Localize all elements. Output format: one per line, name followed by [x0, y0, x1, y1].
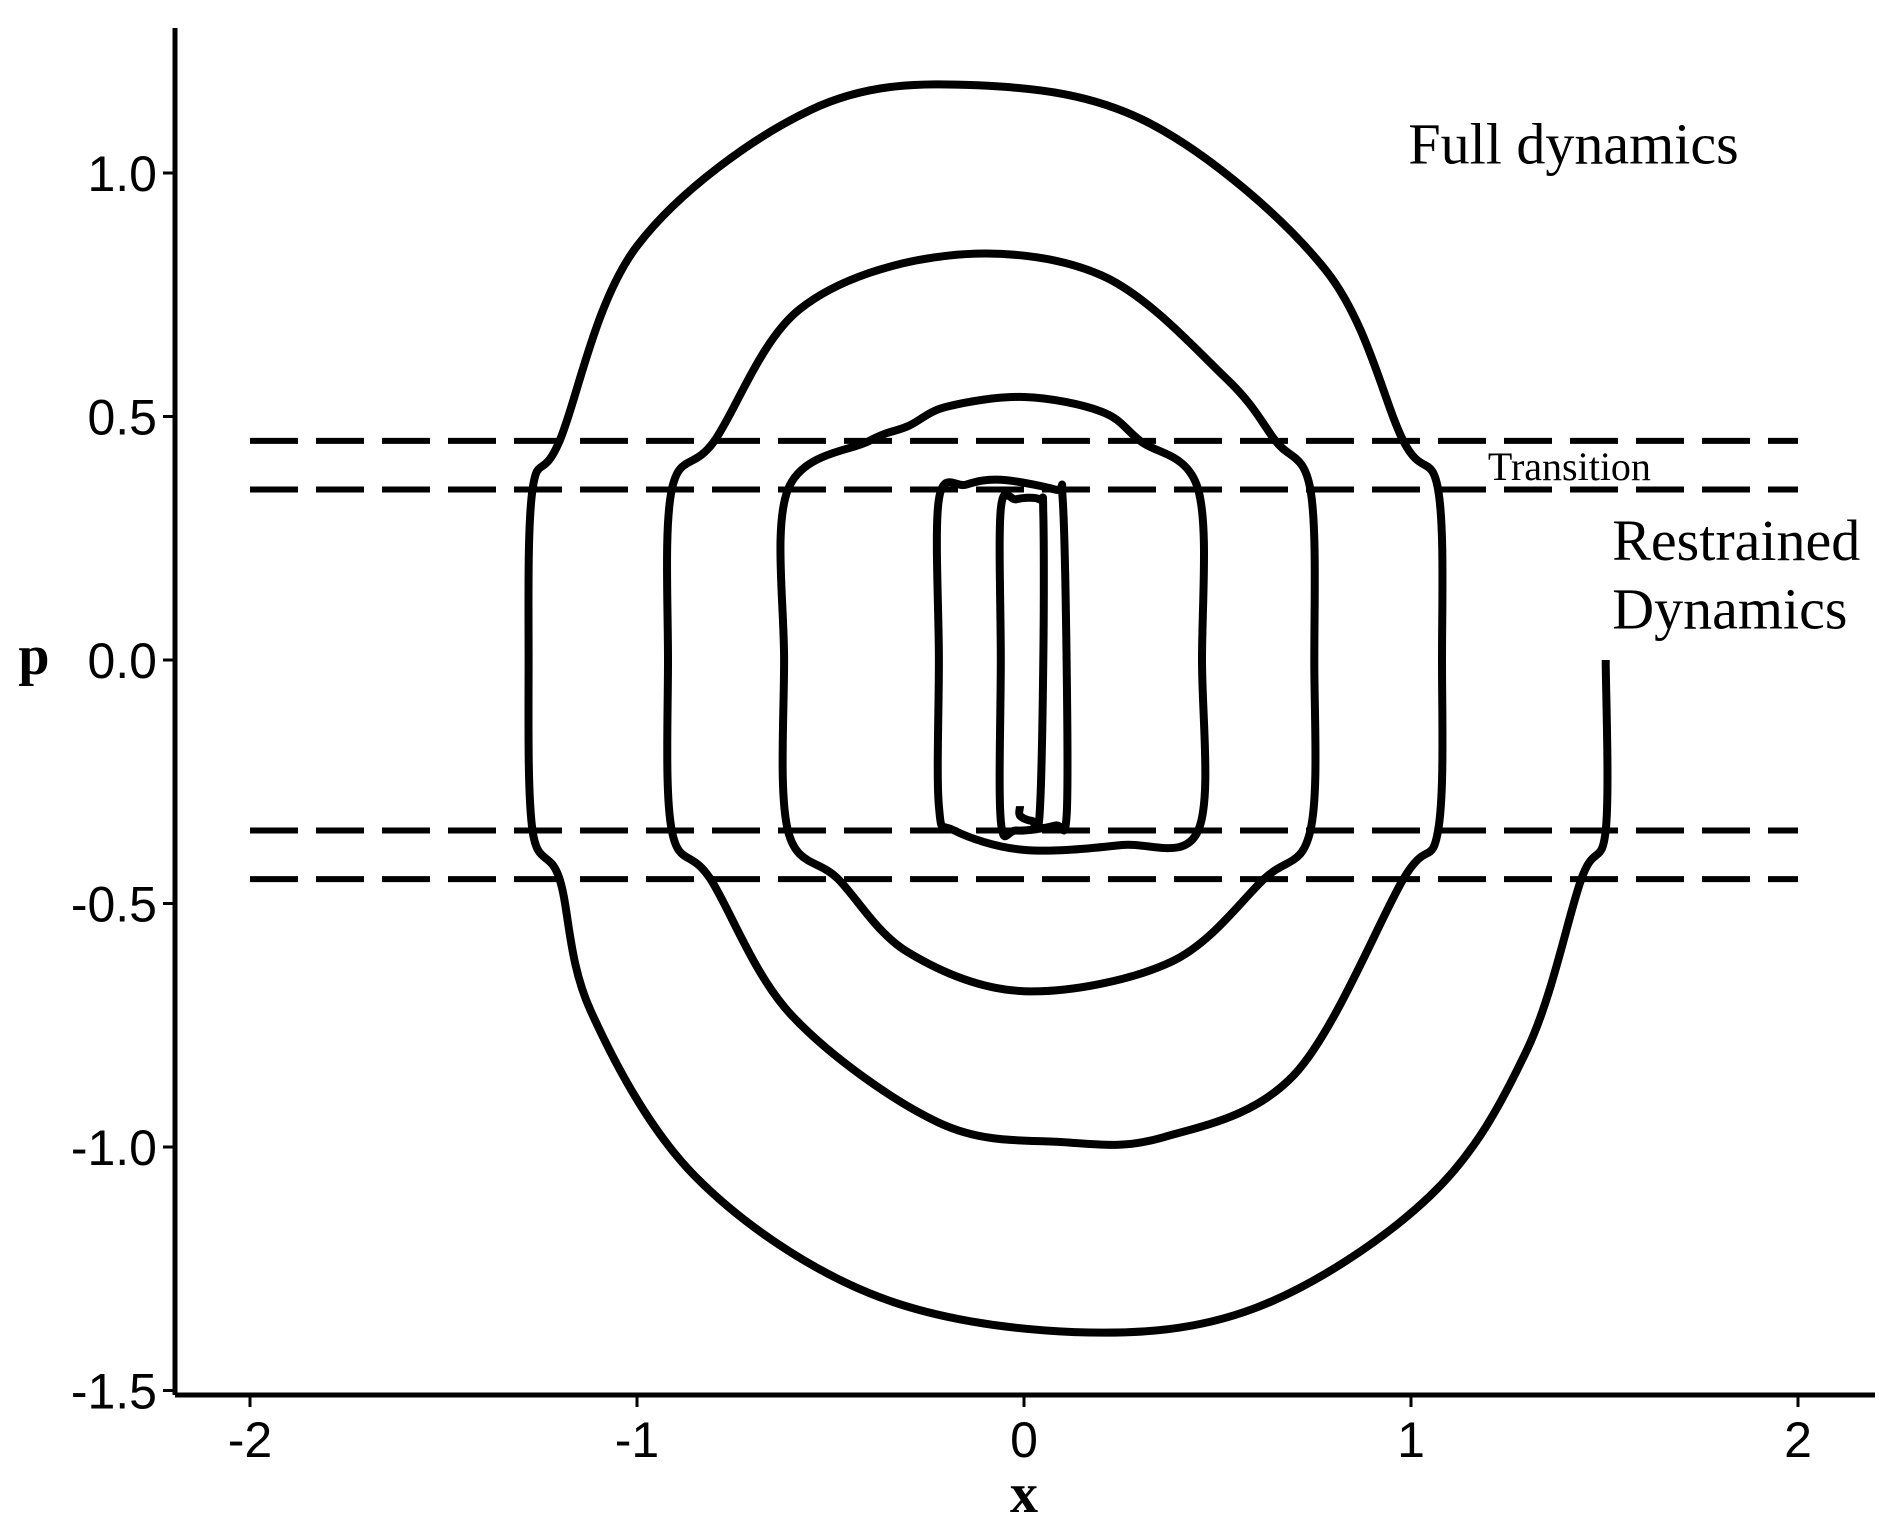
- trajectory-line: [524, 80, 1612, 1337]
- reference-lines: [250, 437, 1798, 883]
- x-ticks: -2 -1 0 1 2: [228, 1395, 1812, 1468]
- axes: [172, 28, 1875, 1398]
- x-tick-label: -2: [228, 1412, 272, 1468]
- annotations: Full dynamics Transition RestrainedDynamic…: [1408, 111, 1860, 641]
- x-tick-label: 1: [1397, 1412, 1425, 1468]
- y-tick-label: -1.0: [71, 1120, 157, 1176]
- y-tick-label: -1.5: [71, 1364, 157, 1420]
- x-tick-label: 0: [1010, 1412, 1038, 1468]
- annotation-label: Full dynamics: [1408, 111, 1738, 176]
- y-tick-label: 0.0: [87, 633, 157, 689]
- x-tick-label: 2: [1784, 1412, 1812, 1468]
- y-axis-title: p: [18, 625, 49, 687]
- x-axis-title: x: [1010, 1463, 1038, 1522]
- y-ticks: -1.5 -1.0 -0.5 0.0 0.5 1.0: [71, 146, 175, 1420]
- y-tick-label: 1.0: [87, 146, 157, 202]
- series-group: [524, 80, 1612, 1337]
- y-tick-label: -0.5: [71, 877, 157, 933]
- x-tick-label: -1: [615, 1412, 659, 1468]
- annotation-label: Dynamics: [1612, 576, 1847, 641]
- annotation-label: Transition: [1488, 444, 1651, 489]
- y-tick-label: 0.5: [87, 390, 157, 446]
- annotation-label: Restrained: [1612, 508, 1860, 573]
